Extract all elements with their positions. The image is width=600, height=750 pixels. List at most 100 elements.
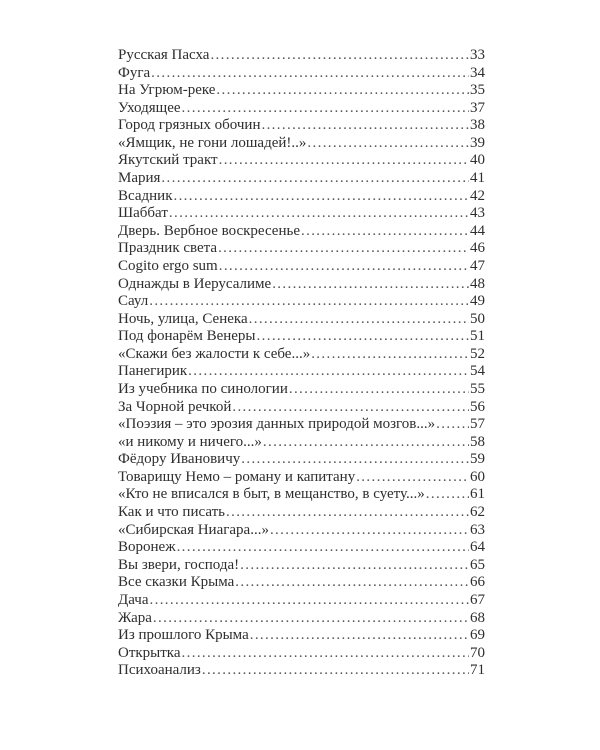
toc-entry: Всадник 42 — [118, 188, 485, 206]
toc-entry-page: 34 — [470, 64, 485, 81]
toc-entry-title: Дверь. Вербное воскресенье — [118, 222, 300, 239]
toc-entry-page: 41 — [470, 170, 485, 187]
toc-entry-title: Все сказки Крыма — [118, 574, 235, 591]
dot-leader — [169, 205, 469, 223]
dot-leader — [289, 381, 469, 399]
toc-entry: Однажды в Иерусалиме 48 — [118, 276, 485, 294]
toc-entry: Панегирик 54 — [118, 363, 485, 381]
dot-leader — [263, 434, 469, 452]
toc-entry-title: Город грязных обочин — [118, 117, 261, 134]
toc-entry-title: Ночь, улица, Сенека — [118, 310, 248, 327]
toc-entry-title: «Ямщик, не гони лошадей!..» — [118, 134, 307, 151]
dot-leader — [218, 240, 469, 258]
toc-entry: Из учебника по синологии 55 — [118, 381, 485, 399]
dot-leader — [226, 504, 469, 522]
toc-entry: Психоанализ 71 — [118, 662, 485, 680]
toc-entry: Фуга 34 — [118, 65, 485, 83]
toc-entry: Праздник света 46 — [118, 240, 485, 258]
toc-entry-page: 33 — [470, 47, 485, 63]
toc-entry-page: 62 — [470, 504, 485, 521]
toc-entry-title: «Поэзия – это эрозия данных природой моз… — [118, 416, 436, 433]
toc-entry-page: 69 — [470, 627, 485, 644]
toc-entry-title: Фёдору Ивановичу — [118, 451, 241, 468]
toc-entry-page: 58 — [470, 433, 485, 450]
dot-leader — [210, 47, 469, 65]
toc-entry-page: 68 — [470, 609, 485, 626]
toc-entry-page: 70 — [470, 644, 485, 661]
toc-entry-page: 61 — [470, 486, 485, 503]
dot-leader — [301, 223, 469, 241]
dot-leader — [219, 152, 469, 170]
toc-entry-page: 51 — [470, 328, 485, 345]
dot-leader — [307, 135, 469, 153]
toc-entry-title: Из прошлого Крыма — [118, 627, 249, 644]
dot-leader — [202, 662, 469, 680]
toc-entry-title: Под фонарём Венеры — [118, 328, 256, 345]
dot-leader — [249, 311, 469, 329]
toc-entry-title: За Чорной речкой — [118, 398, 232, 415]
dot-leader — [216, 82, 469, 100]
toc-entry: Открытка 70 — [118, 645, 485, 663]
toc-entry-page: 47 — [470, 257, 485, 274]
dot-leader — [261, 117, 469, 135]
toc-entry-page: 56 — [470, 398, 485, 415]
toc-entry-page: 63 — [470, 521, 485, 538]
toc-entry-title: Однажды в Иерусалиме — [118, 275, 272, 292]
dot-leader — [232, 399, 469, 417]
toc-entry-title: Праздник света — [118, 240, 218, 257]
toc-entry: «и никому и ничего...» 58 — [118, 434, 485, 452]
toc-entry-page: 44 — [470, 222, 485, 239]
toc-entry-page: 49 — [470, 293, 485, 310]
toc-entry-page: 71 — [470, 662, 485, 679]
toc-entry-page: 38 — [470, 117, 485, 134]
toc-entry: Воронеж 64 — [118, 539, 485, 557]
toc-entry-title: Саул — [118, 293, 149, 310]
toc-entry: Мария 41 — [118, 170, 485, 188]
toc-entry-page: 60 — [470, 468, 485, 485]
dot-leader — [257, 328, 469, 346]
toc-entry: «Поэзия – это эрозия данных природой моз… — [118, 416, 485, 434]
toc-entry-title: Русская Пасха — [118, 47, 210, 63]
toc-entry-title: Якутский тракт — [118, 152, 218, 169]
toc-entry-title: Воронеж — [118, 539, 176, 556]
toc-entry: «Кто не вписался в быт, в мещанство, в с… — [118, 486, 485, 504]
dot-leader — [241, 451, 469, 469]
toc-entry: Cogito ergo sum 47 — [118, 258, 485, 276]
toc-entry-page: 55 — [470, 380, 485, 397]
toc-entry-title: «Сибирская Ниагара...» — [118, 521, 269, 538]
dot-leader — [151, 65, 469, 83]
dot-leader — [161, 170, 469, 188]
toc-entry-page: 66 — [470, 574, 485, 591]
dot-leader — [426, 486, 469, 504]
toc-entry-page: 54 — [470, 363, 485, 380]
dot-leader — [240, 557, 469, 575]
toc-entry: Фёдору Ивановичу 59 — [118, 451, 485, 469]
toc-entry-title: Всадник — [118, 187, 173, 204]
toc-entry-title: Шаббат — [118, 205, 168, 222]
toc-entry-title: Психоанализ — [118, 662, 201, 679]
dot-leader — [272, 276, 469, 294]
toc-entry-title: Дача — [118, 591, 149, 608]
dot-leader — [188, 363, 469, 381]
toc-entry-title: «и никому и ничего...» — [118, 433, 262, 450]
toc-entry: Под фонарём Венеры 51 — [118, 328, 485, 346]
toc-entry-page: 59 — [470, 451, 485, 468]
toc-entry-page: 65 — [470, 556, 485, 573]
toc-entry: Русская Пасха 33 — [118, 47, 485, 65]
toc-entry-title: Товарищу Немо – роману и капитану — [118, 468, 356, 485]
dot-leader — [311, 346, 469, 364]
dot-leader — [173, 188, 469, 206]
dot-leader — [436, 416, 469, 434]
toc-entry-page: 50 — [470, 310, 485, 327]
dot-leader — [153, 610, 469, 628]
toc-entry: Уходящее 37 — [118, 100, 485, 118]
toc-entry: Шаббат 43 — [118, 205, 485, 223]
dot-leader — [235, 574, 469, 592]
toc-entry-title: Cogito ergo sum — [118, 257, 218, 274]
toc-entry: Как и что писать 62 — [118, 504, 485, 522]
toc-entry: На Угрюм-реке 35 — [118, 82, 485, 100]
dot-leader — [270, 522, 469, 540]
toc-entry-title: Панегирик — [118, 363, 188, 380]
dot-leader — [356, 469, 469, 487]
toc-entry: Дверь. Вербное воскресенье 44 — [118, 223, 485, 241]
